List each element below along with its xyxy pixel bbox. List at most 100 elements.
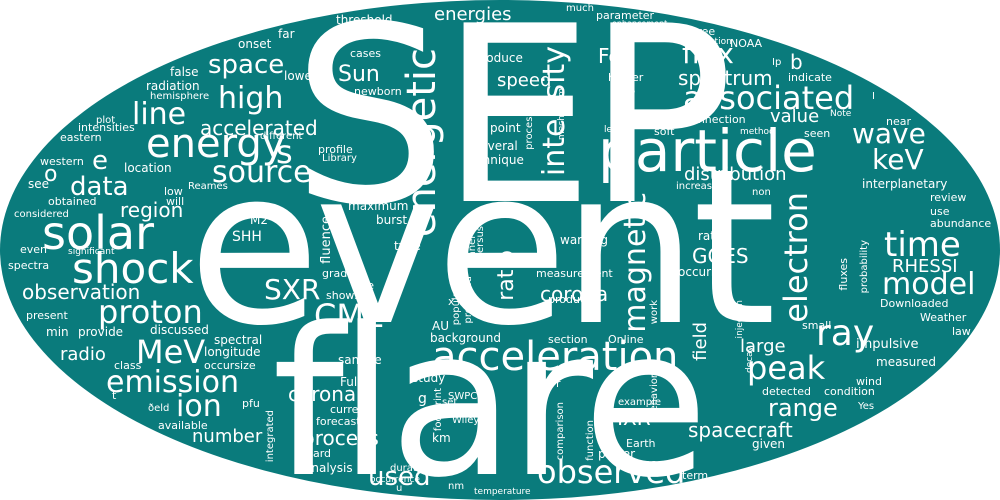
word-au: AU (432, 319, 449, 333)
word-reconnection: reconnection (674, 113, 746, 126)
word-coronal: coronal (288, 382, 362, 406)
word-observation: observation (22, 280, 141, 304)
word-x: x (448, 295, 455, 308)
word-gradual: gradual (322, 267, 364, 280)
word-integrated: integrated (265, 410, 276, 463)
word-source: source (212, 155, 312, 190)
word-swpc: SWPC (448, 391, 478, 402)
word-seen: seen (804, 127, 831, 140)
word-fe: Fe (598, 44, 621, 68)
word-yes: Yes (858, 401, 875, 412)
word-earth: Earth (626, 437, 656, 450)
word-e: e (92, 146, 108, 176)
word-different: different (260, 131, 303, 142)
word-ip: Ip (772, 57, 782, 68)
word-three: three (686, 25, 716, 38)
word-hemisphere: hemisphere (150, 91, 210, 102)
word-level: level (604, 125, 626, 135)
word-abundance: abundance (930, 217, 992, 230)
word-radio: radio (60, 344, 106, 365)
word-event: event (188, 122, 776, 373)
word-considered: considered (14, 209, 69, 220)
word-hard: hard (306, 447, 332, 460)
word-cases: cases (350, 47, 382, 60)
word-t: t (112, 389, 117, 402)
word-produced: produced (548, 293, 600, 306)
word-predicted: predicted (463, 276, 474, 324)
word-ratio: ratio (494, 250, 519, 301)
word-radiation: radiation (146, 79, 200, 93)
word-wind: wind (856, 375, 883, 388)
word-reames: Reames (188, 181, 228, 192)
word-pfu: pfu (242, 397, 260, 410)
word-eld: ðeld (148, 403, 170, 414)
word-weather: Weather (920, 311, 967, 324)
word-warning: warning (560, 233, 609, 247)
word-spectral: spectral (214, 333, 263, 347)
word-r: r (556, 377, 561, 390)
word-space: space (208, 50, 285, 80)
word-maximum: maximum (348, 199, 409, 213)
word-onset: onset (238, 37, 272, 51)
word-section: section (548, 333, 588, 346)
word-associated: associated (683, 79, 855, 117)
word-used: used (368, 462, 431, 492)
word-background: background (430, 331, 501, 345)
word-number: number (192, 426, 263, 447)
word-p: P (536, 403, 543, 416)
word-western: western (40, 155, 84, 168)
word-ray: ray (816, 313, 875, 354)
word-online: Online (608, 333, 644, 346)
word-energies: energies (434, 4, 512, 25)
word-mev: MeV (136, 333, 206, 371)
word-noaa: NOAA (730, 37, 763, 50)
word-shock: shock (72, 244, 194, 293)
word-b: b (790, 50, 803, 74)
word-panel: panel (467, 236, 478, 264)
word-particle: particle (598, 117, 817, 185)
word-s: s (276, 133, 293, 171)
word-power: power (598, 447, 636, 461)
word-acceleration: acceleration (432, 334, 679, 380)
word-shows: shows (326, 289, 361, 302)
word-cme: CME (314, 297, 385, 335)
word-time: time (884, 225, 961, 265)
word-wiley: Wiley (452, 415, 480, 426)
word-loop: loop (616, 87, 636, 97)
word-several: several (474, 139, 518, 153)
word-duration: duration (390, 463, 433, 474)
word-present: present (26, 309, 68, 322)
word-min: min (46, 325, 69, 339)
word-flare: flare (272, 285, 709, 500)
word-sun: Sun (338, 62, 380, 87)
word-electron: electron (777, 192, 815, 323)
word-location: location (124, 161, 172, 175)
word-function: function (585, 420, 596, 461)
word-will: will (166, 195, 185, 208)
word-much: much (566, 3, 594, 14)
word-review: review (930, 191, 967, 204)
word-measured: measured (876, 355, 936, 369)
word-low: low (164, 185, 183, 198)
word-sxr: SXR (264, 273, 321, 306)
word-spectra: spectra (8, 259, 50, 272)
word-injection: injection (735, 300, 745, 339)
word-plasma: plasma (529, 430, 540, 467)
word-higher: higher (608, 71, 644, 84)
word-intensities: intensities (78, 121, 135, 134)
word-technique: technique (464, 153, 524, 167)
word-obtained: obtained (48, 195, 97, 208)
word-hxr: HXR (608, 406, 651, 430)
word-large: large (740, 336, 786, 357)
word-accelerated: accelerated (200, 116, 318, 140)
word-peak: peak (747, 349, 826, 387)
word-solar: solar (42, 206, 154, 260)
word-g: g (418, 391, 427, 407)
word-energy: energy (146, 121, 286, 167)
word-wave: wave (852, 117, 926, 150)
word-m2: M2 (250, 213, 268, 227)
word-ion: ion (176, 389, 222, 424)
word-soft: soft (654, 125, 675, 138)
word-condition: condition (824, 385, 875, 398)
word-longitude: longitude (204, 345, 261, 359)
